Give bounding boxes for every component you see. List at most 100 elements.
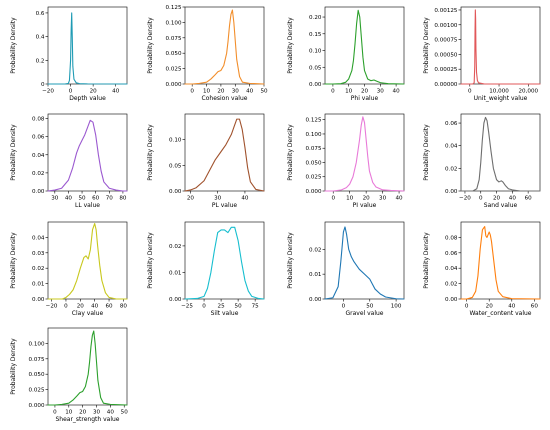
plot-frame <box>460 6 541 85</box>
y-tick-label: 0.4 <box>36 35 45 41</box>
y-tick-label: 0.01 <box>32 282 45 288</box>
density-curve <box>47 12 128 85</box>
subplot-7: 0 10 20 30 40 0.000 0.025 0.050 0.075 0.100 0.125 P… <box>287 113 405 209</box>
y-axis-label: Probability Density <box>423 17 430 74</box>
y-tick-label: 0.00050 <box>434 52 458 58</box>
x-tick-label: 0 <box>342 304 346 310</box>
y-tick-label: 0.05 <box>169 163 182 169</box>
x-axis-label: LL value <box>75 202 100 209</box>
x-tick-label: −25 <box>181 304 193 310</box>
x-tick-label: 50 <box>78 196 86 202</box>
density-curve <box>324 9 405 85</box>
x-tick-label: 0 <box>331 89 335 95</box>
y-tick-label: 0.00 <box>445 189 458 195</box>
y-axis-label: Probability Density <box>10 232 17 289</box>
x-tick-label: 0 <box>190 89 194 95</box>
density-curve <box>47 119 128 192</box>
subplot-9: −20 0 20 40 60 80 0.00 0.01 0.02 0.03 0.04 Clay val… <box>10 221 128 317</box>
x-tick-label: 25 <box>218 304 226 310</box>
y-axis-label: Probability Density <box>10 338 17 395</box>
density-curve <box>184 118 265 192</box>
x-axis-label: Gravel value <box>346 310 384 317</box>
x-tick-label: 20 <box>493 196 501 202</box>
x-axis-label: Unit_weight value <box>474 95 528 102</box>
density-curve <box>324 226 405 300</box>
x-tick-label: 0 <box>468 89 472 95</box>
x-tick-label: 10 <box>346 196 354 202</box>
y-tick-label: 0.04 <box>32 153 45 159</box>
y-tick-label: 0.04 <box>445 266 458 272</box>
y-tick-label: 0.08 <box>445 235 458 241</box>
y-axis-label: Probability Density <box>147 124 154 181</box>
x-tick-label: 50 <box>121 410 129 416</box>
y-tick-label: 0.20 <box>309 15 322 21</box>
x-tick-label: 0 <box>64 304 68 310</box>
y-tick-label: 0.02 <box>445 166 457 172</box>
y-tick-label: 0.00 <box>309 82 322 88</box>
x-axis-label: Clay value <box>72 310 104 317</box>
subplot-8: −20 0 20 40 60 0.00 0.02 0.04 0.06 Sand value Prob… <box>423 113 541 209</box>
density-curve <box>324 116 405 192</box>
subplot-2: 0 10 20 30 40 50 0.000 0.025 0.050 0.075 0.100 0.12… <box>147 5 268 102</box>
x-tick-label: 50 <box>366 304 374 310</box>
y-tick-label: 0.00 <box>309 297 322 303</box>
y-tick-label: 0.00 <box>32 297 45 303</box>
x-tick-label: 20 <box>90 89 98 95</box>
x-tick-label: 50 <box>260 89 268 95</box>
y-tick-label: 0.00125 <box>434 8 458 14</box>
y-tick-label: 0.01 <box>169 270 182 276</box>
x-axis-label: Silt value <box>211 310 239 317</box>
x-tick-label: 40 <box>246 89 254 95</box>
x-tick-label: 0 <box>465 304 469 310</box>
y-tick-label: 0.000 <box>28 403 44 409</box>
y-tick-label: 0.000 <box>305 189 321 195</box>
y-tick-label: 0.00 <box>32 189 45 195</box>
y-tick-label: 0.025 <box>305 175 321 181</box>
y-tick-label: 0.02 <box>169 244 181 250</box>
x-tick-label: 60 <box>531 304 539 310</box>
x-tick-label: 20,000 <box>519 89 539 95</box>
y-tick-label: 0.00075 <box>434 38 458 44</box>
subplot-5: 30 40 50 60 70 80 0.00 0.02 0.04 0.06 0.08 LL value… <box>10 113 128 209</box>
y-tick-label: 0.00 <box>169 297 182 303</box>
x-tick-label: 30 <box>93 410 101 416</box>
x-tick-label: 40 <box>107 410 115 416</box>
y-tick-label: 0.06 <box>445 251 458 257</box>
x-tick-label: 20 <box>363 196 371 202</box>
x-tick-label: 40 <box>91 304 99 310</box>
subplot-13: 0 10 20 30 40 50 0.000 0.025 0.050 0.075 0.100 Shea… <box>10 327 129 423</box>
x-tick-label: 20 <box>486 304 494 310</box>
y-tick-label: 0.05 <box>309 65 322 71</box>
x-tick-label: 40 <box>508 304 516 310</box>
y-tick-label: 0.125 <box>165 5 181 11</box>
plot-frame <box>47 113 128 192</box>
y-tick-label: 0.06 <box>445 121 458 127</box>
y-tick-label: 0 <box>41 82 45 88</box>
y-tick-label: 0.02 <box>32 266 44 272</box>
plot-frame <box>324 113 405 192</box>
y-tick-label: 0.02 <box>445 282 457 288</box>
plot-frame <box>47 221 128 300</box>
density-curve <box>47 222 128 300</box>
x-axis-label: Shear_strength value <box>55 416 119 423</box>
density-curve <box>184 226 265 300</box>
density-curve <box>460 226 541 300</box>
density-curve <box>184 9 265 85</box>
subplot-10: −25 0 25 50 75 0.00 0.01 0.02 Silt value Probabil… <box>147 221 265 317</box>
x-tick-label: 80 <box>119 196 127 202</box>
x-tick-label: 30 <box>377 89 385 95</box>
y-tick-label: 0.10 <box>169 138 182 144</box>
x-tick-label: 20 <box>217 89 225 95</box>
x-axis-label: Cohesion value <box>202 95 248 102</box>
y-tick-label: 0.025 <box>165 67 181 73</box>
x-tick-label: 40 <box>396 196 404 202</box>
plot-frame <box>47 6 128 85</box>
x-tick-label: 10 <box>203 89 211 95</box>
x-tick-label: 70 <box>106 196 114 202</box>
y-tick-label: 0.075 <box>305 146 321 152</box>
y-tick-label: 0.025 <box>28 388 44 394</box>
x-tick-label: 40 <box>393 89 401 95</box>
plot-frame <box>324 6 405 85</box>
